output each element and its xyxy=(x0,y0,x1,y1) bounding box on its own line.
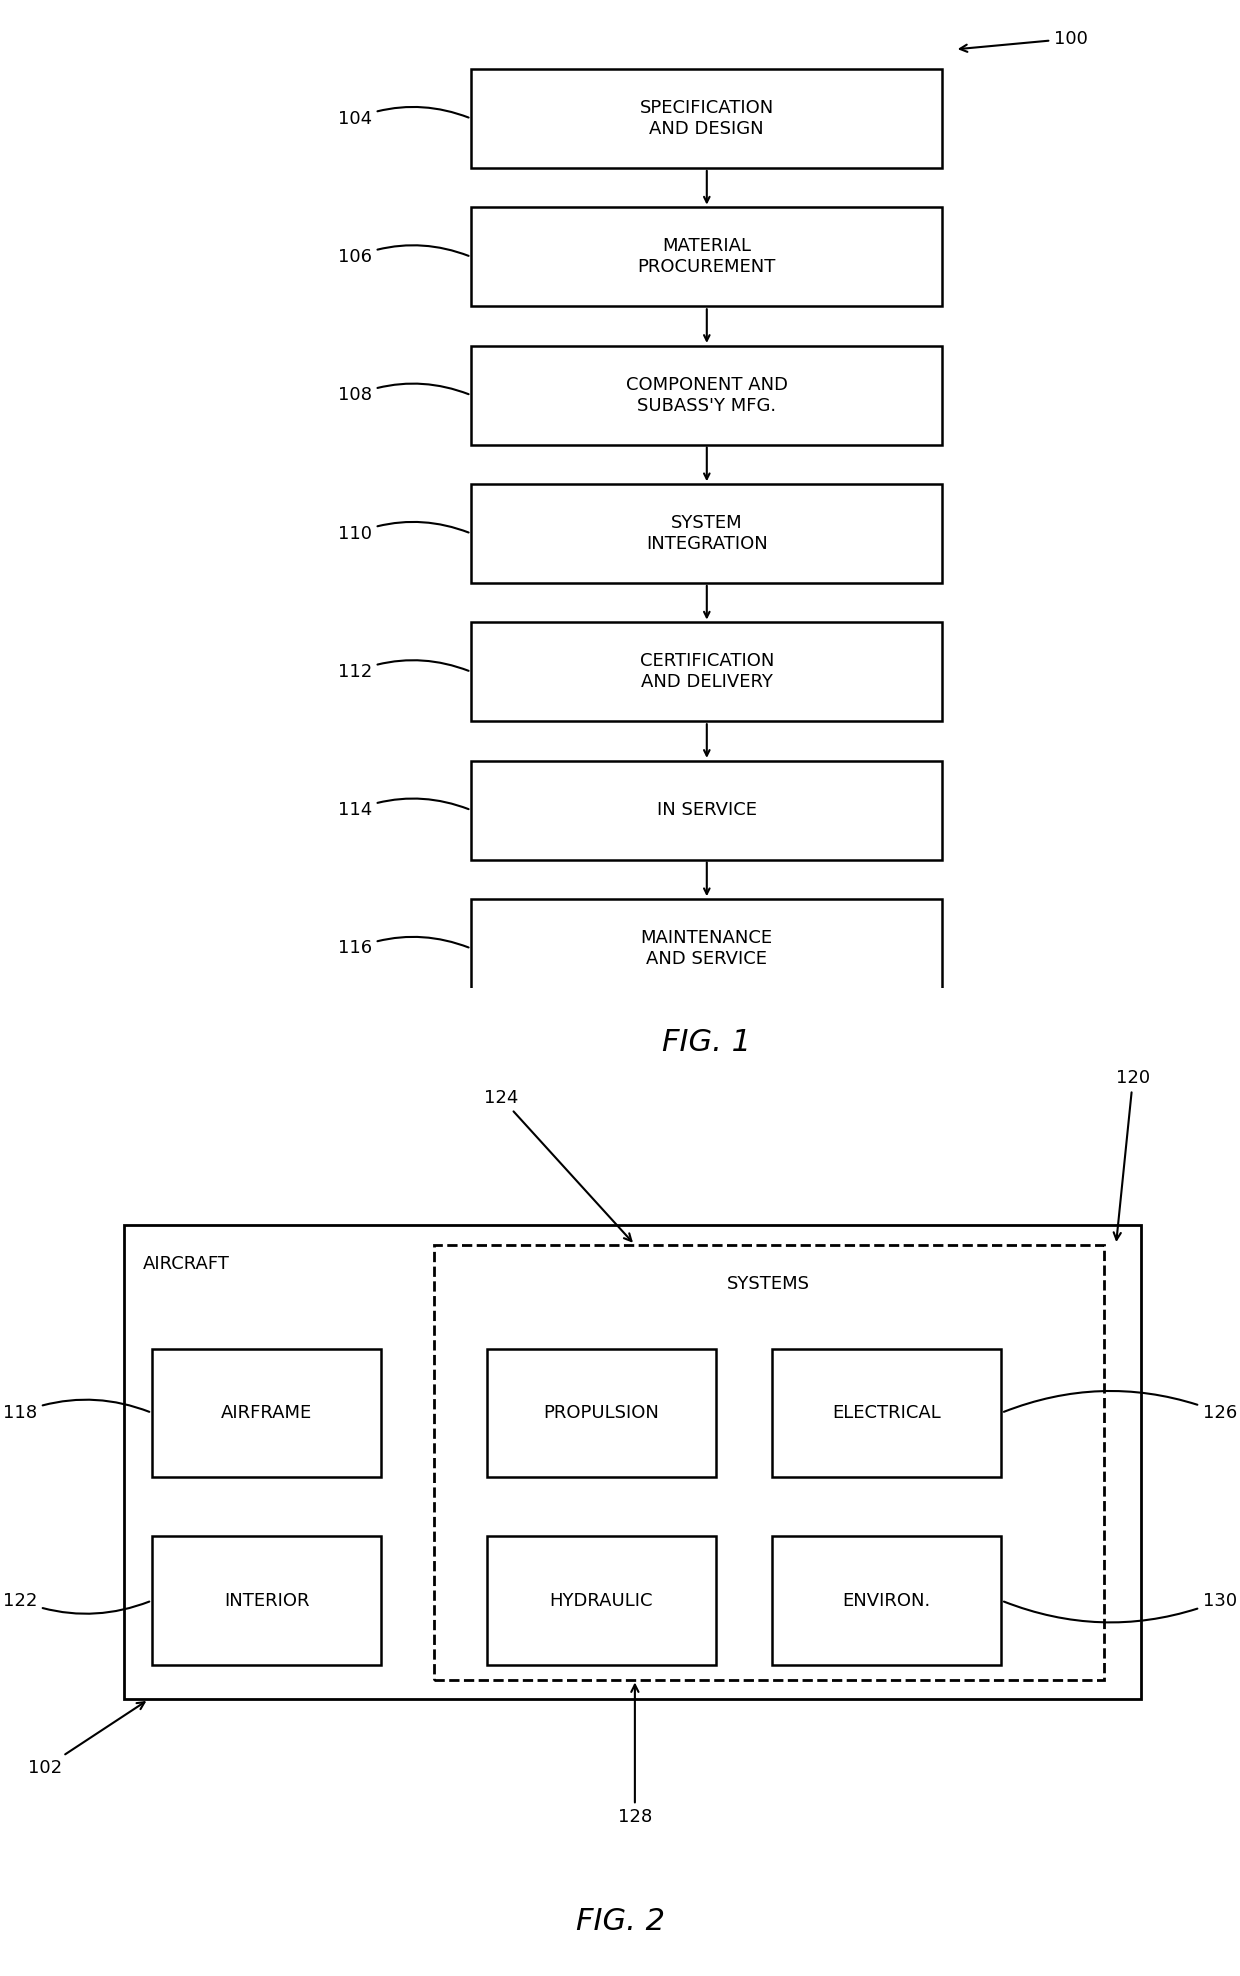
Text: ENVIRON.: ENVIRON. xyxy=(842,1591,931,1610)
Text: SYSTEMS: SYSTEMS xyxy=(728,1275,810,1292)
FancyBboxPatch shape xyxy=(486,1537,715,1664)
FancyBboxPatch shape xyxy=(434,1245,1104,1680)
Text: SYSTEM
INTEGRATION: SYSTEM INTEGRATION xyxy=(646,514,768,553)
Text: PROPULSION: PROPULSION xyxy=(543,1403,660,1423)
Text: AIRCRAFT: AIRCRAFT xyxy=(143,1255,229,1273)
Text: 120: 120 xyxy=(1114,1069,1151,1239)
Text: 100: 100 xyxy=(960,30,1087,51)
Text: INTERIOR: INTERIOR xyxy=(224,1591,309,1610)
Text: ELECTRICAL: ELECTRICAL xyxy=(832,1403,941,1423)
FancyBboxPatch shape xyxy=(471,207,942,306)
FancyBboxPatch shape xyxy=(151,1350,382,1478)
Text: FIG. 1: FIG. 1 xyxy=(662,1028,751,1057)
Text: 122: 122 xyxy=(2,1591,149,1614)
Text: 130: 130 xyxy=(1004,1591,1238,1622)
Text: 102: 102 xyxy=(27,1701,145,1776)
FancyBboxPatch shape xyxy=(471,484,942,583)
Text: 104: 104 xyxy=(337,107,469,128)
FancyBboxPatch shape xyxy=(471,69,942,168)
Text: MAINTENANCE
AND SERVICE: MAINTENANCE AND SERVICE xyxy=(641,929,773,968)
Text: 124: 124 xyxy=(484,1089,631,1241)
Text: MATERIAL
PROCUREMENT: MATERIAL PROCUREMENT xyxy=(637,237,776,277)
Text: AIRFRAME: AIRFRAME xyxy=(221,1403,312,1423)
FancyBboxPatch shape xyxy=(486,1350,715,1478)
FancyBboxPatch shape xyxy=(471,761,942,860)
Text: 106: 106 xyxy=(339,245,469,267)
FancyBboxPatch shape xyxy=(471,899,942,998)
FancyBboxPatch shape xyxy=(151,1537,382,1664)
Text: 126: 126 xyxy=(1004,1391,1238,1423)
Text: COMPONENT AND
SUBASS'Y MFG.: COMPONENT AND SUBASS'Y MFG. xyxy=(626,375,787,415)
Text: 128: 128 xyxy=(618,1686,652,1826)
FancyBboxPatch shape xyxy=(124,1225,1141,1699)
Text: SPECIFICATION
AND DESIGN: SPECIFICATION AND DESIGN xyxy=(640,99,774,138)
FancyBboxPatch shape xyxy=(471,622,942,721)
FancyBboxPatch shape xyxy=(771,1350,1001,1478)
Text: 114: 114 xyxy=(337,798,469,820)
Text: IN SERVICE: IN SERVICE xyxy=(657,800,756,820)
FancyBboxPatch shape xyxy=(471,346,942,445)
Text: 112: 112 xyxy=(337,660,469,682)
Text: 118: 118 xyxy=(2,1399,149,1423)
FancyBboxPatch shape xyxy=(771,1537,1001,1664)
Text: 110: 110 xyxy=(339,522,469,543)
Text: CERTIFICATION
AND DELIVERY: CERTIFICATION AND DELIVERY xyxy=(640,652,774,692)
Text: 116: 116 xyxy=(337,937,469,958)
Text: FIG. 2: FIG. 2 xyxy=(575,1907,665,1936)
Text: HYDRAULIC: HYDRAULIC xyxy=(549,1591,653,1610)
Text: 108: 108 xyxy=(339,383,469,405)
